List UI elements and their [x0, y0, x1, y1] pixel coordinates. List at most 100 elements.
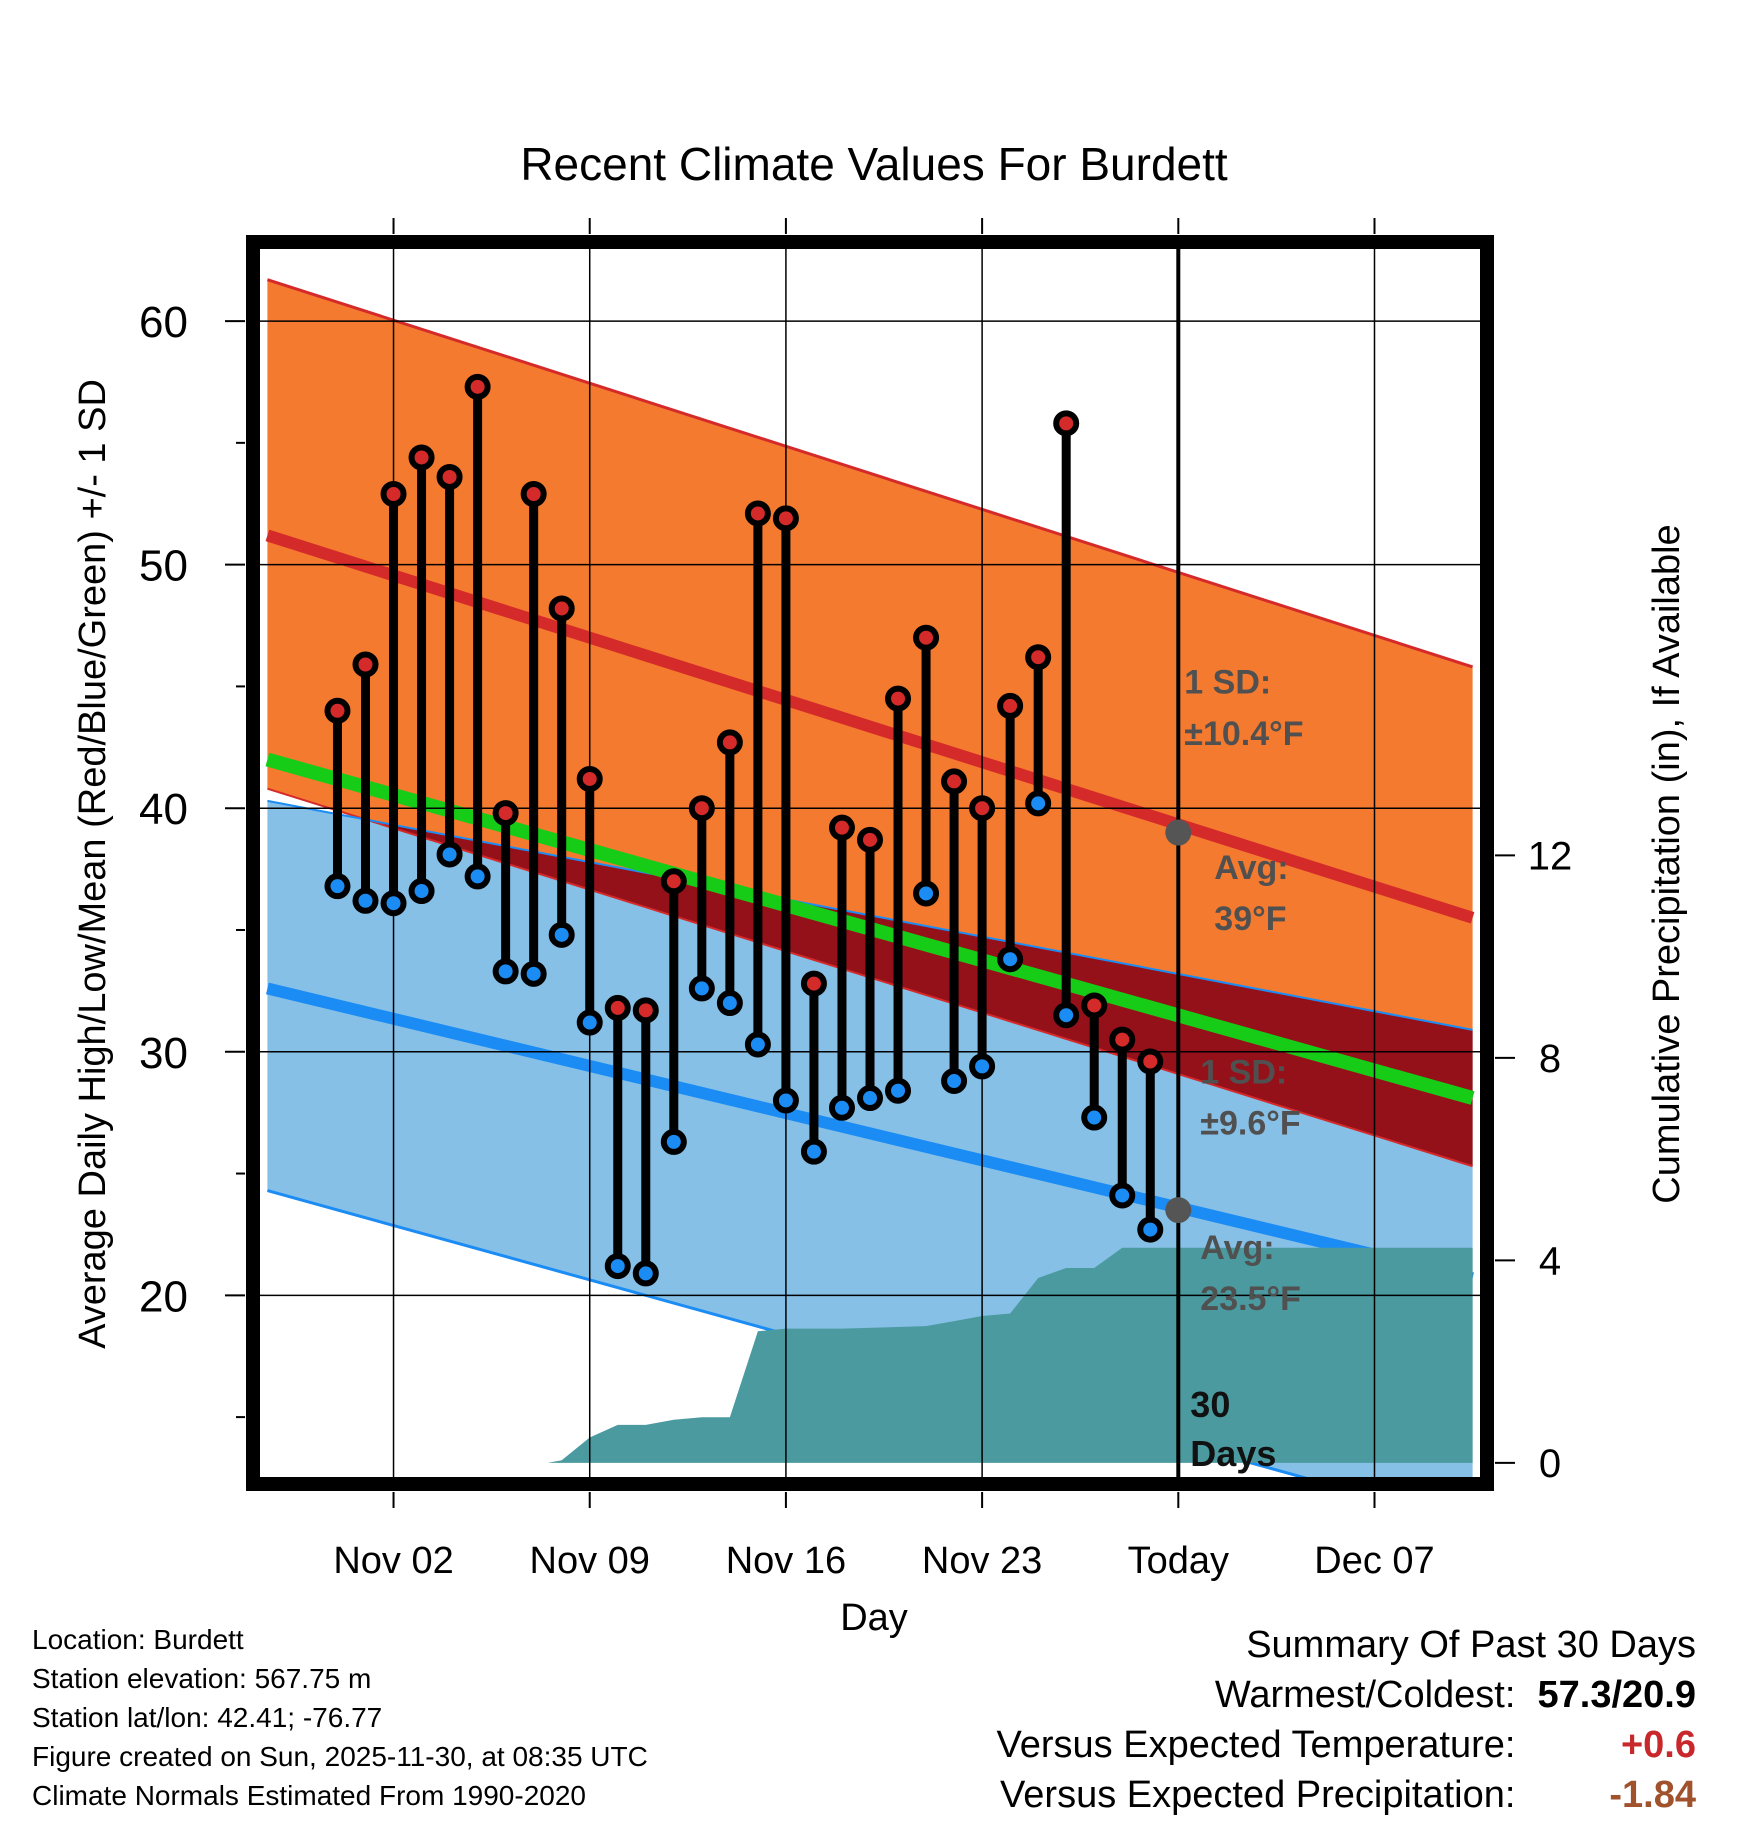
precip-anomaly-row: Versus Expected Precipitation: -1.84	[997, 1770, 1696, 1820]
high-point	[1025, 644, 1052, 671]
low-point	[1025, 790, 1052, 817]
low-point	[997, 946, 1024, 973]
high-avg-marker	[1165, 819, 1192, 846]
high-point	[632, 997, 659, 1024]
station-info: Location: Burdett Station elevation: 567…	[32, 1620, 648, 1815]
low-point	[660, 1128, 687, 1155]
low-point	[913, 880, 940, 907]
x-axis-label: Day	[840, 1597, 908, 1639]
low-point	[772, 1087, 799, 1114]
x-tick-label: Nov 02	[333, 1540, 453, 1582]
low-avg-line	[266, 982, 1474, 1285]
high-avg-value: 39°F	[1214, 900, 1286, 938]
normals-text: Climate Normals Estimated From 1990-2020	[32, 1780, 586, 1811]
high-point	[969, 795, 996, 822]
temp-anomaly-label: Versus Expected Temperature:	[996, 1724, 1516, 1766]
high-avg-title: Avg:	[1214, 849, 1288, 887]
plot-area: 1 SD: ±10.4°F Avg: 39°F 1 SD: ±9.6°F Avg: 23.5°…	[259, 248, 1481, 1478]
high-point	[576, 765, 603, 792]
y-tick-label: 40	[139, 785, 188, 834]
high-point	[408, 444, 435, 471]
high-upper-edge	[266, 278, 1474, 669]
low-point	[632, 1260, 659, 1287]
low-point	[464, 863, 491, 890]
axes: Nov 02 Nov 09 Nov 16 Nov 23 Today Dec 07 20 30 4…	[139, 218, 1572, 1582]
high-point	[941, 768, 968, 795]
low-point	[380, 890, 407, 917]
high-point	[492, 800, 519, 827]
warmest-label: Warmest/Coldest:	[1214, 1674, 1516, 1716]
high-point	[997, 692, 1024, 719]
low-point	[1137, 1216, 1164, 1243]
y-tick-label: 50	[139, 542, 188, 591]
high-avg-line	[265, 529, 1475, 924]
high-sd-title: 1 SD:	[1184, 664, 1271, 702]
warmest-value: 57.3/20.9	[1537, 1674, 1696, 1716]
high-point	[1081, 992, 1108, 1019]
high-sd-value: ±10.4°F	[1184, 715, 1303, 753]
y2-tick-label: 8	[1539, 1037, 1561, 1081]
high-point	[885, 685, 912, 712]
high-point	[324, 697, 351, 724]
location-text: Location: Burdett	[32, 1624, 244, 1655]
precip-area	[267, 1247, 1473, 1463]
x-tick-label: Nov 16	[726, 1540, 846, 1582]
high-point	[744, 500, 771, 527]
low-point	[1081, 1104, 1108, 1131]
y-tick-label: 30	[139, 1029, 188, 1078]
low-point	[408, 878, 435, 905]
low-point	[520, 960, 547, 987]
y-tick-label: 20	[139, 1272, 188, 1321]
precip-label-line1: 30	[1190, 1384, 1230, 1425]
low-point	[492, 958, 519, 985]
low-point	[941, 1067, 968, 1094]
chart-title: Recent Climate Values For Burdett	[520, 138, 1228, 190]
high-point	[913, 624, 940, 651]
high-point	[828, 814, 855, 841]
temp-anomaly-value: +0.6	[1620, 1724, 1696, 1766]
created-text: Figure created on Sun, 2025-11-30, at 08…	[32, 1741, 648, 1772]
low-avg-value: 23.5°F	[1200, 1280, 1301, 1318]
low-point	[885, 1077, 912, 1104]
high-point	[380, 481, 407, 507]
low-sd-title: 1 SD:	[1200, 1053, 1287, 1091]
x-tick-label: Nov 23	[922, 1540, 1042, 1582]
low-point	[857, 1085, 883, 1112]
high-point	[772, 505, 799, 532]
high-point	[1053, 410, 1080, 437]
y-tick-label: 60	[139, 298, 188, 347]
low-point	[1053, 1002, 1080, 1029]
low-point	[604, 1253, 631, 1280]
low-avg-marker	[1165, 1197, 1192, 1224]
low-sd-value: ±9.6°F	[1200, 1105, 1300, 1143]
high-point	[548, 595, 575, 622]
low-point	[969, 1053, 996, 1080]
low-point	[548, 921, 575, 948]
summary-title: Summary Of Past 30 Days	[1246, 1624, 1696, 1666]
latlon-text: Station lat/lon: 42.41; -76.77	[32, 1702, 383, 1733]
high-point	[604, 994, 631, 1021]
low-point	[576, 1009, 603, 1036]
plot-frame	[246, 235, 1494, 1491]
low-point	[800, 1138, 827, 1165]
temp-anomaly-row: Versus Expected Temperature: +0.6	[997, 1720, 1696, 1770]
precip-anomaly-label: Versus Expected Precipitation:	[1000, 1774, 1516, 1816]
high-point	[436, 463, 463, 490]
x-tick-label: Today	[1128, 1540, 1229, 1582]
high-point	[688, 795, 715, 822]
precip-label-line2: Days	[1190, 1433, 1276, 1474]
low-point	[324, 873, 351, 900]
x-tick-label: Dec 07	[1314, 1540, 1434, 1582]
low-point	[744, 1031, 771, 1058]
low-point	[688, 975, 715, 1002]
high-point	[520, 481, 547, 507]
high-point	[800, 970, 827, 997]
summary-panel: Summary Of Past 30 Days Warmest/Coldest:…	[997, 1620, 1696, 1820]
low-point	[352, 887, 379, 914]
low-point	[1109, 1182, 1136, 1209]
y2-tick-label: 4	[1539, 1239, 1561, 1283]
elevation-text: Station elevation: 567.75 m	[32, 1663, 372, 1694]
precip-anomaly-value: -1.84	[1609, 1774, 1696, 1816]
x-tick-label: Nov 09	[530, 1540, 650, 1582]
